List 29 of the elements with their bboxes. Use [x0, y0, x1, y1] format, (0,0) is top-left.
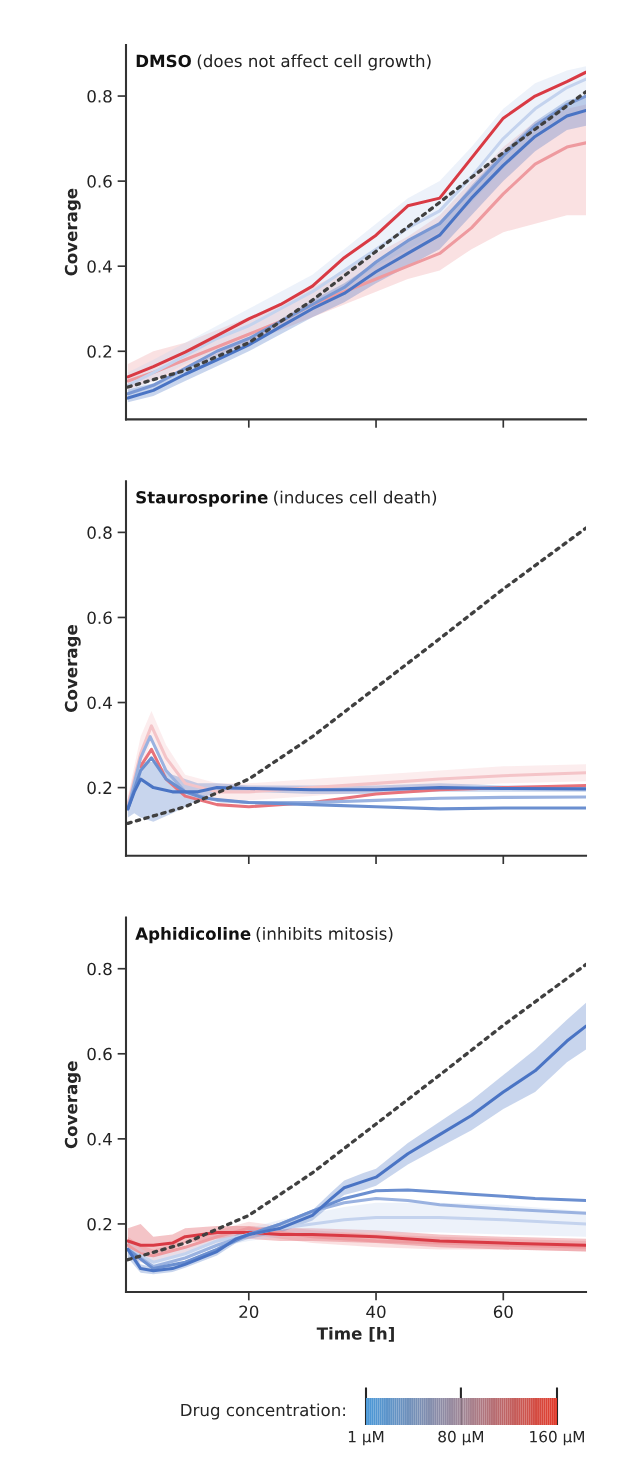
x-tick-label: 40 — [366, 1305, 386, 1319]
y-tick-label: 0.6 — [87, 611, 112, 625]
text: (induces cell death) — [274, 490, 437, 506]
y-axis-title: Coverage — [64, 1061, 81, 1149]
chart-title: DMSO — [136, 54, 191, 68]
y-tick-label: 0.8 — [87, 90, 112, 103]
y-axis-title: Coverage — [64, 188, 81, 276]
text: Aphidicoline — [135, 927, 251, 944]
y-tick-label: 0.2 — [87, 781, 112, 795]
text: Staurosporine — [136, 490, 268, 507]
color-bar-label: 1 µM — [348, 1431, 384, 1446]
y-tick-label: 0.4 — [87, 1132, 112, 1146]
y-tick-label: 0.4 — [87, 260, 112, 273]
y-tick-label: 0.2 — [87, 345, 112, 358]
y-tick-label: 0.6 — [87, 1047, 112, 1061]
x-tick-label: 60 — [493, 1305, 513, 1319]
y-tick-label: 0.6 — [87, 175, 112, 188]
color-bar-title: Drug concentration: — [181, 1403, 345, 1420]
y-tick-label: 0.2 — [87, 1217, 112, 1231]
y-tick-label: 0.8 — [87, 962, 112, 976]
x-tick-label: 20 — [239, 1305, 259, 1319]
y-tick-label: 0.4 — [87, 696, 112, 710]
text: (does not affect cell growth) — [197, 54, 431, 71]
text: (inhibits mitosis) — [256, 927, 393, 942]
y-tick-label: 0.8 — [87, 526, 112, 539]
color-bar-label: 160 µM — [530, 1430, 584, 1446]
color-bar-label: 80 µM — [438, 1430, 484, 1446]
x-axis-title: Time [h] — [316, 1326, 394, 1342]
y-axis-title: Coverage — [64, 625, 81, 712]
